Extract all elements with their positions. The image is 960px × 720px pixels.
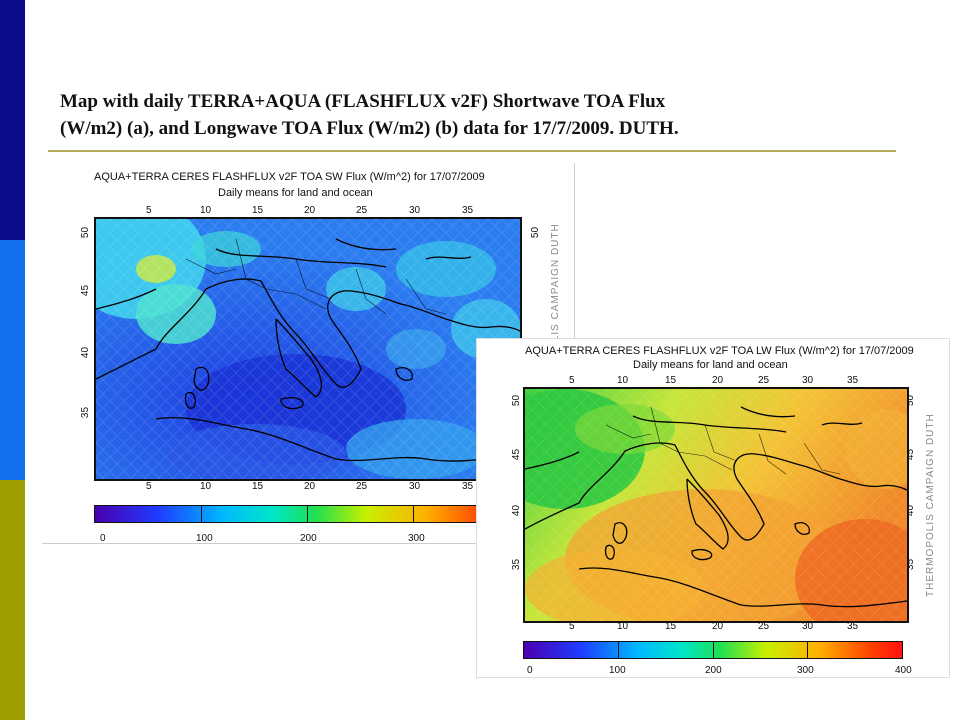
- panel-a-colorbar-tick: 300: [408, 533, 425, 544]
- panel-b-lw-flux-map: AQUA+TERRA CERES FLASHFLUX v2F TOA LW Fl…: [476, 338, 950, 678]
- panel-b-lon-tick-bottom: 20: [712, 621, 724, 632]
- panel-b-colorbar-tick: 200: [705, 665, 722, 676]
- panel-a-colorbar: [94, 505, 520, 523]
- panel-b-colorbar: [523, 641, 903, 659]
- panel-b-subtitle: Daily means for land and ocean: [633, 359, 788, 371]
- panel-a-lon-tick-bottom: 30: [409, 481, 421, 492]
- panel-b-lon-tick-top: 35: [847, 375, 859, 386]
- panel-a-lat-tick: 35: [80, 406, 92, 419]
- panel-a-lon-tick-top: 10: [200, 205, 212, 216]
- panel-b-lon-tick-top: 5: [569, 375, 575, 386]
- panel-a-lat-tick-right: 50: [530, 226, 542, 239]
- panel-a-lon-tick-top: 30: [409, 205, 421, 216]
- panel-b-lat-tick: 35: [511, 558, 523, 571]
- panel-a-lat-tick: 45: [80, 284, 92, 297]
- panel-a-subtitle: Daily means for land and ocean: [218, 187, 373, 199]
- panel-a-colorbar-tick: 200: [300, 533, 317, 544]
- panel-b-lon-tick-top: 15: [665, 375, 677, 386]
- panel-a-title: AQUA+TERRA CERES FLASHFLUX v2F TOA SW Fl…: [94, 171, 485, 183]
- panel-a-lon-tick-top: 35: [462, 205, 474, 216]
- panel-a-lon-tick-bottom: 15: [252, 481, 264, 492]
- panel-a-lat-tick: 40: [80, 346, 92, 359]
- panel-a-lon-tick-bottom: 10: [200, 481, 212, 492]
- panel-a-colorbar-tick: 0: [100, 533, 106, 544]
- slide-title-line2: (W/m2) (a), and Longwave TOA Flux (W/m2)…: [60, 118, 679, 139]
- panel-b-lon-tick-bottom: 15: [665, 621, 677, 632]
- panel-b-map-area: [523, 387, 909, 623]
- side-bar-middle: [0, 240, 25, 480]
- panel-a-lon-tick-top: 15: [252, 205, 264, 216]
- panel-a-lon-tick-bottom: 20: [304, 481, 316, 492]
- slide-title: Map with daily TERRA+AQUA (FLASHFLUX v2F…: [60, 88, 920, 142]
- panel-b-colorbar-tick: 0: [527, 665, 533, 676]
- panel-b-title: AQUA+TERRA CERES FLASHFLUX v2F TOA LW Fl…: [525, 345, 914, 357]
- panel-b-lon-tick-bottom: 25: [758, 621, 770, 632]
- panel-b-lon-tick-bottom: 30: [802, 621, 814, 632]
- panel-b-colorbar-tick: 100: [609, 665, 626, 676]
- panel-a-lat-tick: 50: [80, 226, 92, 239]
- panel-a-sw-flux-map: AQUA+TERRA CERES FLASHFLUX v2F TOA SW Fl…: [42, 163, 575, 544]
- panel-a-colorbar-tick: 100: [196, 533, 213, 544]
- panel-a-lon-tick-top: 25: [356, 205, 368, 216]
- panel-b-lon-tick-top: 30: [802, 375, 814, 386]
- side-bar-top: [0, 0, 25, 240]
- panel-a-map-area: [94, 217, 522, 481]
- slide-title-line1: Map with daily TERRA+AQUA (FLASHFLUX v2F…: [60, 91, 666, 112]
- panel-b-lat-tick: 40: [511, 504, 523, 517]
- panel-b-lon-tick-top: 20: [712, 375, 724, 386]
- panel-b-lon-tick-bottom: 35: [847, 621, 859, 632]
- panel-a-lon-tick-top: 5: [146, 205, 152, 216]
- panel-b-colorbar-tick: 400: [895, 665, 912, 676]
- panel-b-colorbar-tick: 300: [797, 665, 814, 676]
- panel-a-lon-tick-bottom: 25: [356, 481, 368, 492]
- panel-b-lon-tick-bottom: 5: [569, 621, 575, 632]
- panel-b-lon-tick-top: 25: [758, 375, 770, 386]
- panel-b-lat-tick: 50: [511, 394, 523, 407]
- panel-b-lon-tick-top: 10: [617, 375, 629, 386]
- panel-a-lon-tick-bottom: 35: [462, 481, 474, 492]
- panel-a-lon-tick-bottom: 5: [146, 481, 152, 492]
- title-rule: [48, 150, 896, 152]
- panel-b-lat-tick: 45: [511, 448, 523, 461]
- panel-b-lon-tick-bottom: 10: [617, 621, 629, 632]
- panel-b-credit: THERMOPOLIS CAMPAIGN DUTH: [925, 413, 936, 597]
- side-bar-bottom: [0, 480, 25, 720]
- panel-a-lon-tick-top: 20: [304, 205, 316, 216]
